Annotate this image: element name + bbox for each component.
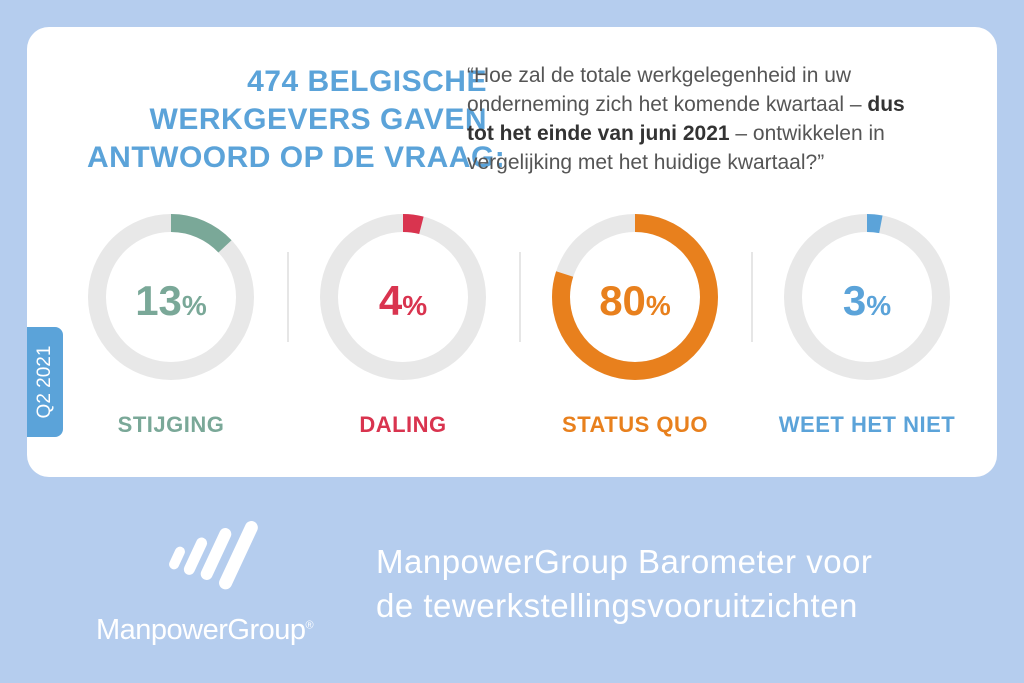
value-number: 3	[842, 277, 867, 324]
question-line-2: onderneming zich het komende kwartaal –	[467, 93, 862, 116]
value-status-quo: 80%	[550, 277, 720, 325]
donut-slice-weet-het-niet	[784, 214, 950, 380]
survey-question: “Hoe zal de totale werkgelegenheid in uw…	[467, 61, 987, 177]
donut-daling	[320, 214, 486, 380]
value-number: 13	[135, 277, 182, 324]
period-tag: Q2 2021	[27, 327, 63, 437]
donut-slice-stijging	[88, 214, 254, 380]
label-daling: DALING	[359, 412, 447, 437]
value-weet-het-niet: 3%	[782, 277, 952, 325]
headline-line-1: 474 BELGISCHE	[247, 65, 487, 98]
value-stijging: 13%	[86, 277, 256, 325]
footer-title-line-2: de tewerkstellingsvooruitzichten	[376, 587, 858, 624]
question-bold-2: tot het einde van juni 2021	[467, 122, 730, 145]
footer-title-line-1: ManpowerGroup Barometer voor	[376, 543, 873, 580]
footer-title: ManpowerGroup Barometer voor de tewerkst…	[376, 540, 872, 628]
percent-symbol: %	[866, 290, 892, 321]
divider	[519, 252, 521, 342]
donut-status-quo	[552, 214, 718, 380]
donut-weet-het-niet	[784, 214, 950, 380]
question-line-3: – ontwikkelen in	[735, 122, 885, 145]
label-stijging: STIJGING	[117, 412, 225, 437]
percent-symbol: %	[402, 290, 428, 321]
manpowergroup-logo-icon	[169, 521, 258, 590]
infographic-card: 474 BELGISCHE WERKGEVERS GAVEN ANTWOORD …	[27, 27, 997, 477]
donut-slice-status-quo	[552, 214, 718, 380]
divider	[287, 252, 289, 342]
percent-symbol: %	[645, 290, 671, 321]
period-label: Q2 2021	[34, 345, 55, 419]
headline-line-3: ANTWOORD OP DE VRAAG:	[87, 141, 506, 174]
divider	[751, 252, 753, 342]
label-status-quo: STATUS QUO	[562, 412, 708, 437]
logo-wordmark: ManpowerGroup®	[96, 614, 314, 647]
donut-slice-daling	[320, 214, 486, 380]
headline: 474 BELGISCHE WERKGEVERS GAVEN ANTWOORD …	[87, 63, 506, 177]
percent-symbol: %	[181, 290, 207, 321]
registered-mark: ®	[305, 619, 314, 632]
logo-text: ManpowerGroup	[96, 614, 306, 646]
question-line-1: “Hoe zal de totale werkgelegenheid in uw	[467, 64, 852, 87]
donut-stijging	[88, 214, 254, 380]
question-line-4: vergelijking met het huidige kwartaal?”	[467, 151, 825, 174]
question-bold-1: dus	[867, 93, 905, 116]
value-daling: 4%	[318, 277, 488, 325]
logo-stripes	[169, 521, 258, 590]
headline-line-2: WERKGEVERS GAVEN	[149, 103, 487, 136]
value-number: 80	[599, 277, 646, 324]
label-weet-het-niet: WEET HET NIET	[778, 412, 956, 437]
value-number: 4	[378, 277, 403, 324]
